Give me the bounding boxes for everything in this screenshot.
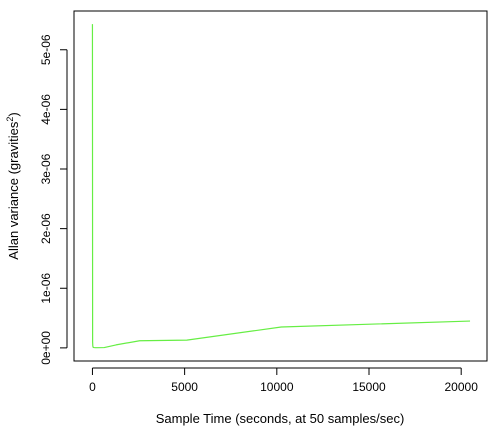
y-tick-label: 1e-06 <box>39 273 53 304</box>
plot-frame <box>73 10 488 362</box>
series-line <box>91 24 471 349</box>
y-tick-label: 5e-06 <box>39 34 53 65</box>
y-tick-label: 4e-06 <box>39 94 53 125</box>
y-tick-label: 0e+00 <box>39 331 53 365</box>
x-axis: 0 5000 10000 15000 20000 <box>89 367 479 394</box>
x-tick-label: 20000 <box>445 380 479 394</box>
y-axis-title-main: Allan variance (gravities <box>6 121 21 260</box>
x-axis-title: Sample Time (seconds, at 50 samples/sec) <box>156 411 405 426</box>
x-tick-label: 15000 <box>352 380 386 394</box>
y-tick-label: 3e-06 <box>39 153 53 184</box>
y-axis-title: Allan variance (gravities2) <box>5 112 21 259</box>
series-layer <box>91 24 471 349</box>
x-tick-label: 0 <box>89 380 96 394</box>
y-axis-title-superscript: 2 <box>5 117 15 122</box>
y-tick-label: 2e-06 <box>39 213 53 244</box>
y-axis: 0e+00 1e-06 2e-06 3e-06 4e-06 5e-06 <box>39 34 68 365</box>
x-tick-label: 10000 <box>260 380 294 394</box>
x-tick-label: 5000 <box>171 380 198 394</box>
y-axis-title-suffix: ) <box>6 112 21 116</box>
